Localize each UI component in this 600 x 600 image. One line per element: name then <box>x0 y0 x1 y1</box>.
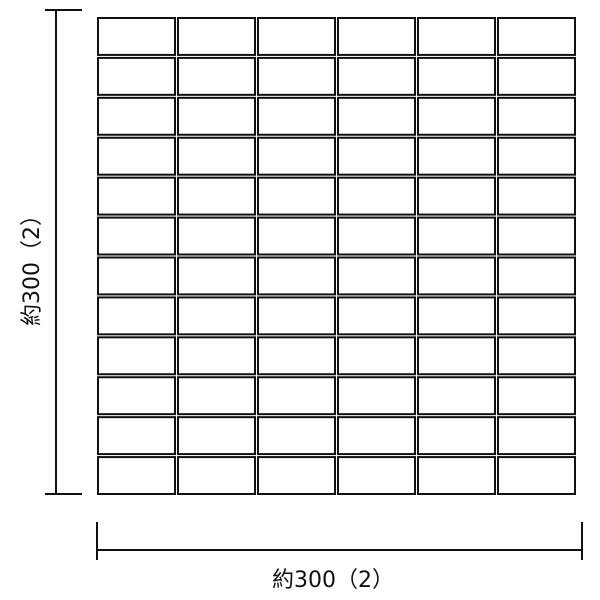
tile <box>257 376 336 416</box>
tile <box>497 416 576 456</box>
tile <box>257 216 336 256</box>
tile <box>337 256 416 296</box>
tile <box>417 17 496 56</box>
tile <box>177 296 256 336</box>
tile <box>97 296 176 336</box>
tile <box>257 136 336 176</box>
tile <box>417 136 496 176</box>
tile <box>337 376 416 416</box>
tile <box>417 96 496 136</box>
tile <box>497 216 576 256</box>
tile <box>497 376 576 416</box>
tile <box>417 176 496 216</box>
tile <box>417 416 496 456</box>
tile <box>417 296 496 336</box>
tile <box>497 17 576 56</box>
tile <box>177 216 256 256</box>
tile <box>337 136 416 176</box>
tile <box>177 96 256 136</box>
tile <box>497 176 576 216</box>
height-dimension-line <box>45 9 82 495</box>
tile <box>417 376 496 416</box>
tile <box>177 456 256 496</box>
tile <box>417 456 496 496</box>
width-dimension-line <box>96 522 583 560</box>
tile <box>337 56 416 96</box>
tile <box>177 17 256 56</box>
tile <box>257 416 336 456</box>
tile <box>337 416 416 456</box>
tile <box>257 56 336 96</box>
tile <box>497 456 576 496</box>
tile <box>97 336 176 376</box>
tile <box>97 56 176 96</box>
tile <box>497 336 576 376</box>
tile <box>177 256 256 296</box>
tile <box>97 256 176 296</box>
tile <box>257 96 336 136</box>
tile <box>497 56 576 96</box>
tile <box>417 336 496 376</box>
tile <box>97 216 176 256</box>
tile <box>177 376 256 416</box>
tile <box>417 256 496 296</box>
tile <box>497 136 576 176</box>
tile <box>337 176 416 216</box>
tile <box>257 336 336 376</box>
tile <box>257 296 336 336</box>
tile <box>497 96 576 136</box>
tile <box>97 96 176 136</box>
tile <box>97 176 176 216</box>
tile <box>177 136 256 176</box>
tile <box>497 256 576 296</box>
tile <box>177 336 256 376</box>
tile <box>97 416 176 456</box>
width-label: 約300（2） <box>272 568 394 593</box>
tile <box>337 17 416 56</box>
tile <box>97 136 176 176</box>
tile <box>337 336 416 376</box>
tile <box>257 456 336 496</box>
tile <box>177 416 256 456</box>
tile <box>337 96 416 136</box>
tile <box>97 17 176 56</box>
tile <box>337 456 416 496</box>
tile <box>337 296 416 336</box>
tile <box>257 17 336 56</box>
tile <box>417 56 496 96</box>
tile <box>97 456 176 496</box>
tile <box>497 296 576 336</box>
tile <box>177 56 256 96</box>
tile <box>177 176 256 216</box>
tile <box>97 376 176 416</box>
tile <box>257 256 336 296</box>
height-label: 約300（2） <box>20 204 45 326</box>
tile-grid <box>97 17 576 496</box>
tile <box>417 216 496 256</box>
tile <box>257 176 336 216</box>
tile <box>337 216 416 256</box>
